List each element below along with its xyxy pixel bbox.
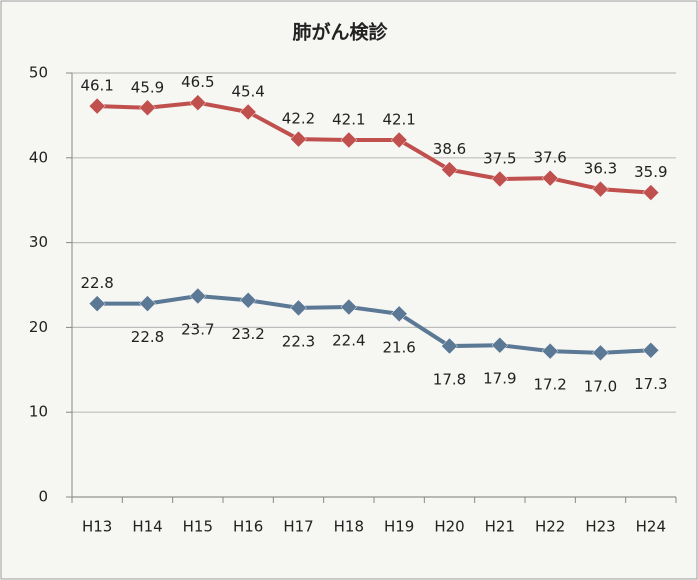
series-marker [541, 169, 559, 187]
series-marker [239, 103, 257, 121]
series-marker [642, 341, 660, 359]
data-label: 22.8 [80, 274, 113, 292]
y-tick-label: 50 [29, 64, 48, 82]
series-marker [491, 170, 509, 188]
series-marker [340, 131, 358, 149]
data-label: 36.3 [584, 160, 617, 178]
data-label: 17.2 [533, 376, 566, 394]
series-marker [642, 184, 660, 201]
series-marker [189, 94, 207, 112]
x-tick-label: H14 [132, 518, 162, 536]
data-label: 37.6 [533, 149, 566, 167]
x-tick-label: H18 [334, 518, 364, 536]
data-label: 45.4 [231, 83, 264, 101]
data-label: 17.3 [634, 375, 667, 393]
y-tick-label: 20 [29, 318, 48, 336]
series-marker [390, 131, 408, 149]
data-label: 38.6 [433, 140, 466, 158]
x-tick-label: H21 [485, 518, 515, 536]
series-marker [88, 97, 106, 115]
y-tick-label: 30 [29, 233, 48, 251]
data-label: 21.6 [382, 338, 415, 356]
data-label: 23.2 [231, 325, 264, 343]
data-label: 37.5 [483, 150, 516, 168]
series-marker [189, 287, 207, 305]
chart-title: 肺がん検診 [292, 21, 388, 44]
series-marker [441, 337, 458, 355]
data-label: 46.1 [80, 77, 113, 95]
series-marker [290, 130, 307, 148]
data-label: 42.1 [382, 110, 415, 128]
series-marker [340, 298, 358, 316]
data-label: 42.1 [332, 110, 365, 128]
x-tick-label: H17 [283, 518, 313, 536]
data-label: 42.2 [282, 110, 315, 128]
series-marker [390, 305, 408, 323]
data-label: 35.9 [634, 163, 667, 181]
series-marker [239, 291, 257, 309]
x-tick-label: H23 [585, 518, 615, 536]
x-tick-label: H22 [535, 518, 565, 536]
series-marker [491, 336, 509, 354]
data-label: 23.7 [181, 321, 214, 339]
series-marker [88, 295, 106, 313]
series-marker [541, 342, 559, 360]
data-label: 22.3 [282, 332, 315, 350]
series-marker [139, 99, 156, 117]
series-line [97, 100, 651, 195]
y-tick-label: 10 [29, 403, 48, 421]
data-label: 17.0 [584, 377, 617, 395]
x-tick-label: H16 [233, 518, 263, 536]
data-label: 46.5 [181, 73, 214, 91]
series-marker [592, 180, 609, 198]
data-label: 22.4 [332, 332, 365, 350]
data-label: 17.8 [433, 371, 466, 389]
data-label: 17.9 [483, 370, 516, 388]
x-tick-label: H20 [434, 518, 464, 536]
series-marker [139, 295, 156, 313]
series-marker [290, 299, 307, 317]
x-tick-label: H24 [636, 518, 666, 536]
series-marker [592, 344, 609, 362]
x-tick-label: H19 [384, 518, 414, 536]
series-marker [441, 161, 458, 179]
x-tick-label: H15 [183, 518, 213, 536]
data-label: 45.9 [131, 78, 164, 96]
x-tick-label: H13 [82, 518, 112, 536]
y-tick-label: 40 [29, 148, 48, 166]
series-line [97, 294, 651, 355]
data-label: 22.8 [131, 328, 164, 346]
y-tick-label: 0 [38, 488, 48, 506]
